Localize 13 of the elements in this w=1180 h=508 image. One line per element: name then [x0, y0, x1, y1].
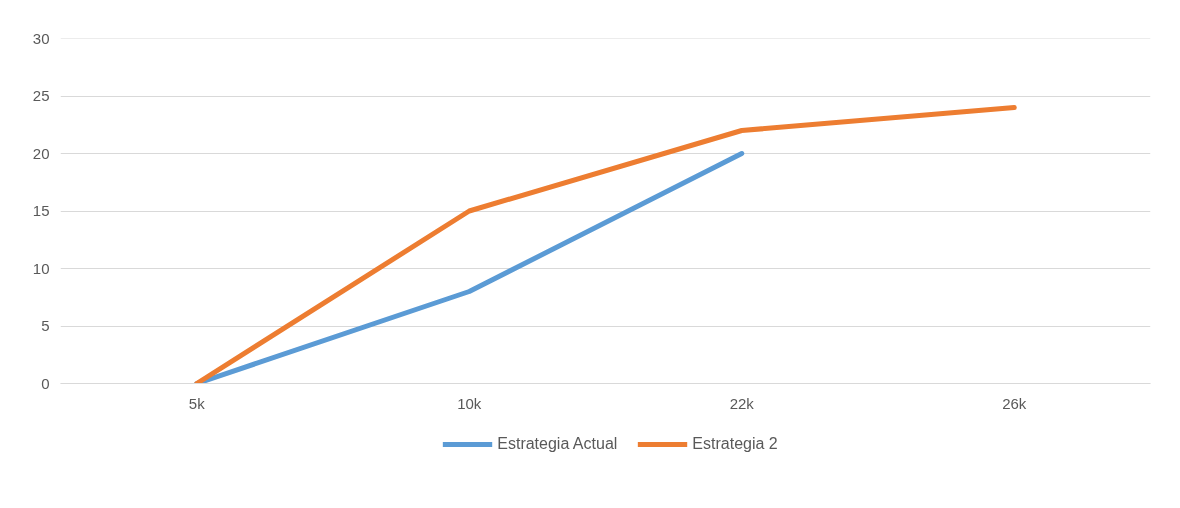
y-tick-label: 5 — [41, 317, 50, 334]
legend-label: Estrategia 2 — [692, 435, 778, 453]
legend-label: Estrategia Actual — [497, 435, 618, 453]
y-tick-label: 15 — [32, 202, 50, 219]
y-tick-label: 10 — [32, 259, 50, 277]
x-tick-label: 5k — [188, 394, 206, 412]
y-tick-label: 25 — [32, 87, 50, 104]
y-tick-label: 20 — [32, 144, 50, 162]
y-tick-label: 30 — [32, 29, 50, 47]
x-tick-label: 26k — [1002, 394, 1027, 412]
x-tick-label: 10k — [457, 394, 482, 412]
y-tick-label: 0 — [41, 374, 50, 392]
x-tick-label: 22k — [729, 394, 755, 412]
